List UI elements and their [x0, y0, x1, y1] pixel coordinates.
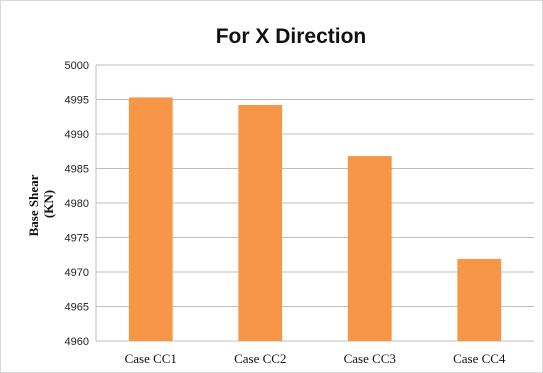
x-tick-label-1: Case CC2	[234, 351, 286, 366]
y-tick-label-5: 4985	[65, 164, 89, 176]
x-tick-labels: Case CC1 Case CC2 Case CC3 Case CC4	[125, 351, 506, 366]
y-axis-label: Base Shear (KN)	[26, 172, 56, 237]
x-tick-label-0: Case CC1	[125, 351, 177, 366]
bar-case-cc4	[457, 258, 502, 341]
y-tick-label-3: 4975	[65, 233, 89, 245]
y-tick-label-0: 4960	[65, 336, 89, 348]
y-axis-label-line-2: (KN)	[41, 190, 56, 218]
y-tick-label-6: 4990	[65, 129, 89, 141]
y-tick-label-2: 4970	[65, 267, 89, 279]
bar-case-cc3	[347, 156, 392, 341]
svg-text:Base Shear (KN): Base Shear (KN)	[26, 172, 56, 237]
x-tick-label-3: Case CC4	[453, 351, 506, 366]
y-tick-label-7: 4995	[65, 95, 89, 107]
y-tick-label-8: 5000	[65, 60, 89, 72]
chart-title: For X Direction	[216, 25, 367, 48]
y-tick-label-1: 4965	[65, 302, 89, 314]
x-tick-label-2: Case CC3	[344, 351, 396, 366]
y-tick-labels: 4960 4965 4970 4975 4980 4985 4990 4995 5000	[65, 60, 89, 348]
y-tick-label-4: 4980	[65, 198, 89, 210]
bars	[128, 97, 502, 342]
bar-case-cc1	[128, 97, 173, 342]
bar-case-cc2	[238, 105, 283, 342]
y-axis-label-line-1: Base Shear	[26, 174, 41, 236]
